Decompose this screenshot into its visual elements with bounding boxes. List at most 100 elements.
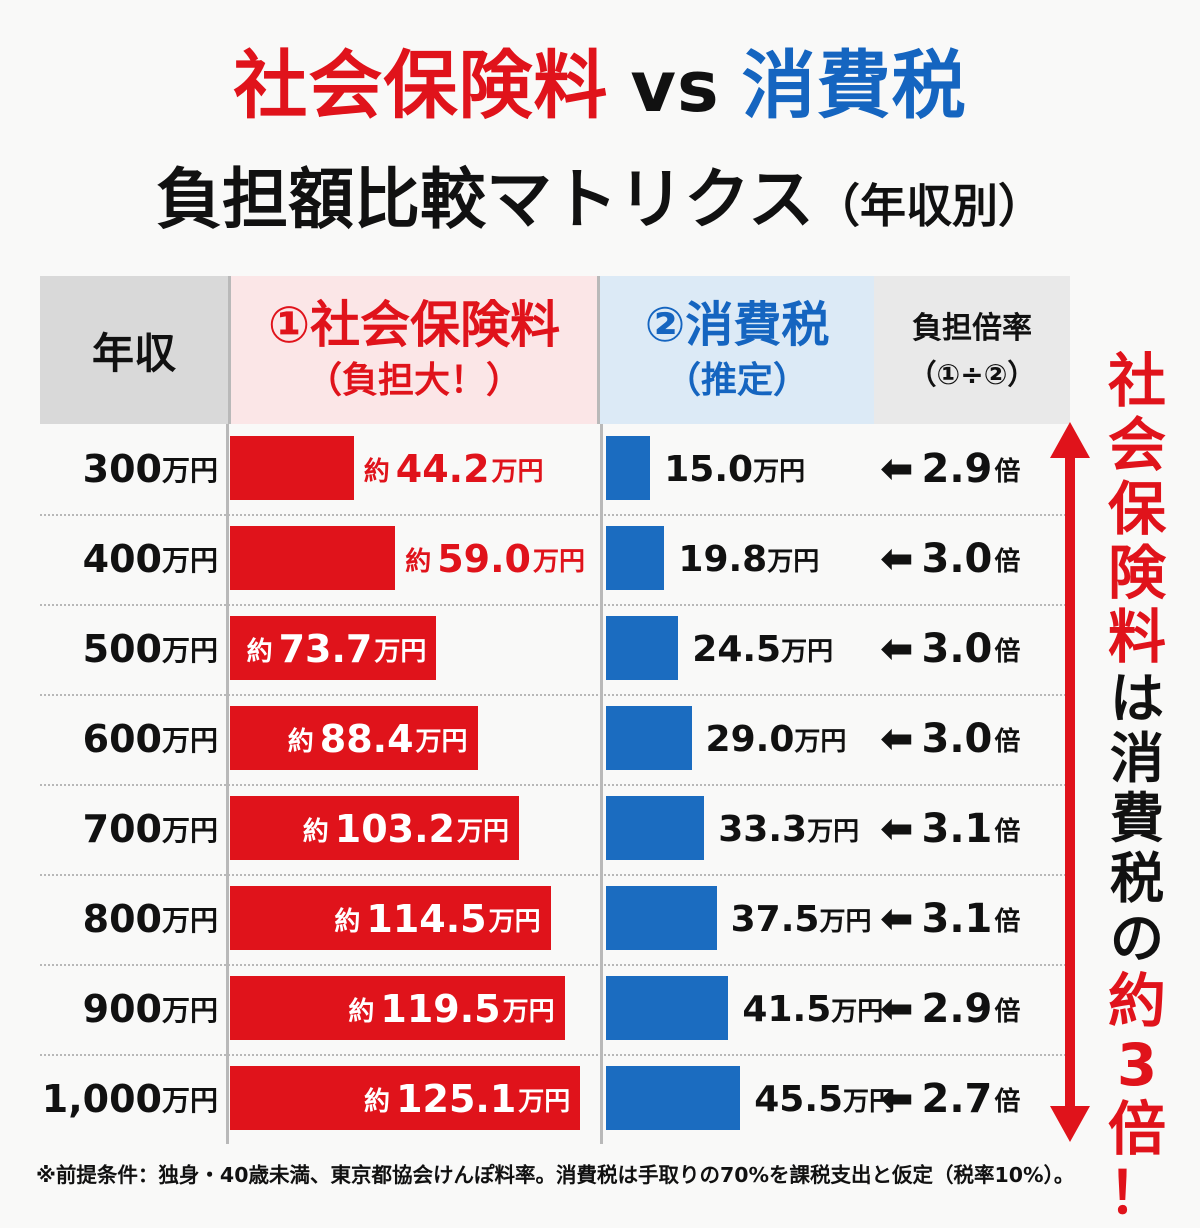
social-insurance-value: 119.5 [380,987,501,1031]
ratio-unit: 倍 [994,726,1021,757]
income-cell: 400 万円 [28,514,218,604]
value-unit: 万円 [843,1086,896,1117]
ratio-value: 2.9 [921,986,993,1032]
income-cell: 900 万円 [28,964,218,1054]
consumption-tax-bar [606,886,717,950]
consumption-tax-value: 37.5 [730,898,820,940]
social-insurance-value: 59.0 [437,537,531,581]
value-unit: 万円 [374,636,427,667]
side-char: 費 [1110,787,1164,850]
income-unit: 万円 [161,994,218,1027]
header-income: 年収 [40,276,228,424]
side-char: 約 [1107,967,1166,1035]
income-unit: 万円 [161,544,218,577]
social-insurance-label: 約 88.4 万円 [288,694,468,784]
consumption-tax-value: 33.3 [718,808,808,850]
consumption-tax-label: 45.5 万円 [754,1054,895,1144]
income-unit: 万円 [161,634,218,667]
income-cell: 300 万円 [28,424,218,514]
consumption-tax-value: 29.0 [705,718,795,760]
social-insurance-label: 約 125.1 万円 [364,1054,570,1144]
approx-prefix: 約 [348,996,375,1027]
subtitle-suffix: （年収別） [814,179,1045,233]
ratio-unit: 倍 [994,636,1021,667]
value-unit: 万円 [456,816,509,847]
table-row: 600 万円約 88.4 万円 29.0 万円 ⬅ 3.0 倍 [0,694,1100,784]
consumption-tax-bar [606,706,692,770]
value-unit: 万円 [491,456,544,487]
income-unit: 万円 [161,814,218,847]
ratio-value: 3.0 [921,536,993,582]
social-insurance-value: 125.1 [396,1077,517,1121]
table-row: 400 万円約 59.0 万円 19.8 万円 ⬅ 3.0 倍 [0,514,1100,604]
income-cell: 600 万円 [28,694,218,784]
subtitle-main: 負担額比較マトリクス [155,161,815,238]
ratio-unit: 倍 [994,906,1021,937]
social-insurance-bar [230,886,551,950]
social-insurance-label: 約 44.2 万円 [364,424,544,514]
ratio-value: 2.9 [921,446,993,492]
consumption-tax-bar [606,1066,741,1130]
social-insurance-label: 約 73.7 万円 [247,604,427,694]
ratio-cell: ⬅ 3.0 倍 [880,604,1020,694]
table-row: 300 万円約 44.2 万円 15.0 万円 ⬅ 2.9 倍 [0,424,1100,514]
left-arrow-icon: ⬅ [880,896,914,942]
consumption-tax-value: 24.5 [692,628,782,670]
value-unit: 万円 [488,906,541,937]
income-value: 700 [82,807,162,851]
consumption-tax-bar [606,436,651,500]
left-arrow-icon: ⬅ [880,986,914,1032]
ratio-value: 3.0 [921,716,993,762]
side-char: 険 [1107,539,1166,607]
social-insurance-value: 73.7 [278,627,373,671]
header-ss-line2: （負担大！） [305,360,522,401]
footnote: ※前提条件：独身・40歳未満、東京都協会けんぽ料率。消費税は手取りの70%を課税… [36,1163,1075,1187]
row-divider [40,514,1070,516]
side-annotation: 社会保険料 は消費税の 約 3 倍！ [1100,352,1174,1228]
ratio-cell: ⬅ 3.1 倍 [880,784,1020,874]
consumption-tax-bar [606,616,679,680]
value-unit: 万円 [532,546,585,577]
social-insurance-value: 114.5 [366,897,487,941]
side-annotation-black: は消費税の [1100,672,1174,972]
value-unit: 万円 [415,726,468,757]
consumption-tax-value: 15.0 [664,448,754,490]
income-value: 500 [82,627,162,671]
income-cell: 700 万円 [28,784,218,874]
social-insurance-bar [230,976,565,1040]
income-value: 600 [82,717,162,761]
approx-prefix: 約 [364,1086,391,1117]
social-insurance-label: 約 103.2 万円 [303,784,509,874]
side-char: 倍 [1107,1095,1166,1163]
consumption-tax-label: 24.5 万円 [692,604,833,694]
social-insurance-label: 約 114.5 万円 [334,874,540,964]
social-insurance-value: 103.2 [334,807,455,851]
income-cell: 800 万円 [28,874,218,964]
ratio-unit: 倍 [994,816,1021,847]
side-char: 保 [1107,475,1166,543]
income-unit: 万円 [161,1084,218,1117]
social-insurance-bar [230,1066,581,1130]
income-value: 300 [82,447,162,491]
header-ratio-line2: （①÷②） [908,358,1036,391]
left-arrow-icon: ⬅ [880,536,914,582]
side-char: の [1110,907,1164,970]
title-social-insurance: 社会保険料 [233,43,609,129]
income-value: 900 [82,987,162,1031]
consumption-tax-value: 41.5 [742,988,832,1030]
table-row: 700 万円約 103.2 万円 33.3 万円 ⬅ 3.1 倍 [0,784,1100,874]
left-arrow-icon: ⬅ [880,446,914,492]
side-annotation-emphasis: 約 3 倍！ [1100,972,1174,1228]
value-unit: 万円 [767,546,820,577]
consumption-tax-label: 15.0 万円 [664,424,805,514]
approx-prefix: 約 [246,636,273,667]
value-unit: 万円 [753,456,806,487]
income-unit: 万円 [161,454,218,487]
row-divider [40,784,1070,786]
left-arrow-icon: ⬅ [880,716,914,762]
double-arrow-icon [1050,422,1090,1142]
consumption-tax-bar [606,796,705,860]
header-social-insurance: ①社会保険料 （負担大！） [228,276,600,424]
table-row: 900 万円約 119.5 万円 41.5 万円 ⬅ 2.9 倍 [0,964,1100,1054]
income-cell: 1,000 万円 [28,1054,218,1144]
